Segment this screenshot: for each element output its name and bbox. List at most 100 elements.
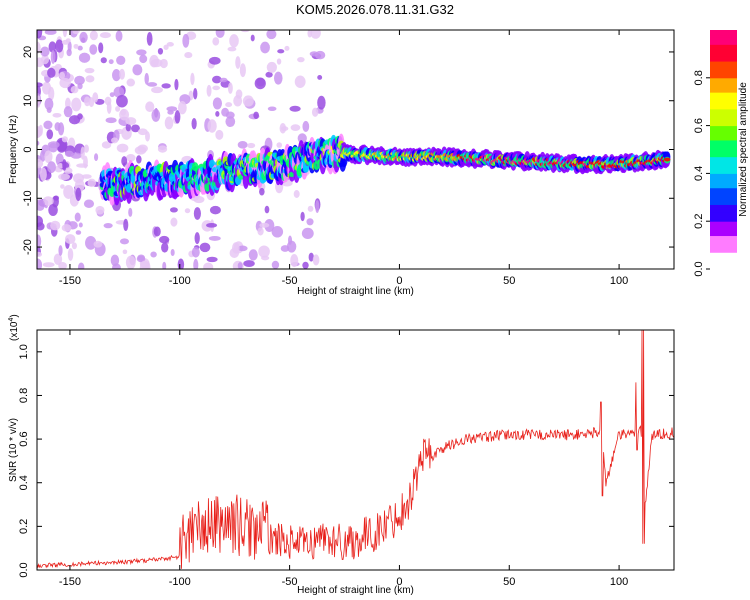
colorbar-segment (710, 132, 737, 136)
noise-blob (212, 97, 223, 110)
noise-blob (207, 119, 217, 133)
colorbar-segment (710, 84, 737, 88)
noise-blob (119, 238, 130, 245)
noise-blob (116, 94, 128, 108)
noise-blob (37, 222, 45, 231)
noise-blob (314, 50, 326, 60)
noise-blob (37, 140, 40, 146)
noise-blob (264, 205, 270, 214)
noise-blob (134, 146, 147, 155)
y-tick-label: 1.0 (18, 344, 30, 359)
colorbar-segment (710, 58, 737, 62)
colorbar-segment (710, 94, 737, 98)
noise-blob (237, 245, 248, 252)
noise-blob (116, 55, 126, 66)
colorbar-segment (710, 137, 737, 141)
noise-blob (64, 150, 74, 157)
noise-blob (39, 167, 47, 182)
noise-blob (293, 190, 300, 198)
noise-blob (44, 97, 54, 111)
noise-blob (89, 30, 98, 41)
noise-blob (276, 58, 282, 65)
noise-blob (267, 106, 277, 112)
noise-blob (157, 47, 164, 55)
colorbar-segment (710, 113, 737, 117)
colorbar-segment (710, 242, 737, 246)
colorbar-segment (710, 101, 737, 105)
figure-title: KOM5.2026.078.11.31.G32 (295, 2, 455, 17)
noise-blob (73, 43, 79, 49)
colorbar-segment (710, 123, 737, 127)
noise-blob (177, 258, 185, 269)
colorbar-segment (710, 221, 737, 225)
colorbar-segment (710, 151, 737, 155)
noise-blob (212, 75, 222, 84)
noise-blob (110, 254, 120, 267)
noise-blob (290, 124, 301, 132)
noise-blob (61, 39, 70, 45)
noise-blob (59, 71, 66, 80)
noise-blob (212, 37, 220, 46)
colorbar-segment (710, 104, 737, 107)
colorbar-segment (710, 80, 737, 84)
x-tick-label: -100 (169, 576, 191, 588)
noise-blob (157, 145, 168, 153)
noise-blob (229, 34, 239, 48)
noise-blob (146, 32, 153, 46)
noise-blob (92, 92, 99, 103)
noise-blob (203, 262, 214, 269)
colorbar-segment (710, 139, 737, 143)
noise-blob (131, 124, 140, 133)
noise-blob (235, 56, 241, 69)
colorbar-segment (710, 223, 737, 227)
colorbar-segment (710, 233, 737, 237)
y-multiplier-text: (x104) (8, 314, 20, 341)
snr-line (37, 330, 674, 569)
colorbar-segment (710, 82, 737, 86)
noise-blob (81, 174, 92, 179)
noise-blob (225, 116, 236, 128)
y-tick-label: 20 (22, 46, 34, 58)
noise-blob (242, 95, 254, 107)
x-tick-label: 50 (503, 275, 515, 287)
noise-blob (53, 253, 63, 265)
noise-blob (48, 142, 58, 153)
noise-blob (63, 106, 73, 118)
spectrogram-blobs (37, 30, 671, 269)
noise-blob (297, 57, 305, 63)
colorbar-segment (710, 175, 737, 179)
noise-blob (77, 45, 83, 51)
noise-blob (58, 245, 63, 256)
colorbar-segment (710, 68, 737, 72)
colorbar-segment (710, 39, 737, 43)
noise-blob (37, 95, 41, 108)
noise-blob (166, 106, 178, 112)
colorbar-segment (710, 142, 737, 146)
noise-blob (70, 152, 82, 159)
noise-blob (239, 63, 246, 78)
noise-blob (151, 86, 163, 94)
colorbar-tick-label: 0.8 (693, 70, 705, 85)
noise-blob (193, 207, 201, 220)
colorbar-segment (710, 211, 737, 215)
y-tick-label: 0.2 (18, 519, 30, 534)
noise-blob (215, 110, 220, 117)
colorbar-segment (710, 49, 737, 53)
noise-blob (184, 52, 193, 59)
noise-blob (149, 54, 159, 68)
noise-blob (264, 218, 275, 233)
noise-blob (276, 142, 283, 148)
colorbar-segment (710, 63, 737, 67)
noise-blob (83, 199, 95, 209)
colorbar-segment (710, 70, 737, 74)
colorbar-segment (710, 75, 737, 79)
colorbar-segment (710, 127, 737, 131)
noise-blob (79, 31, 88, 44)
noise-blob (137, 128, 148, 136)
noise-blob (128, 207, 133, 217)
y-tick-label: 0 (22, 146, 34, 152)
noise-blob (136, 255, 146, 263)
y-tick-label: -10 (22, 190, 34, 206)
noise-blob (206, 222, 218, 228)
